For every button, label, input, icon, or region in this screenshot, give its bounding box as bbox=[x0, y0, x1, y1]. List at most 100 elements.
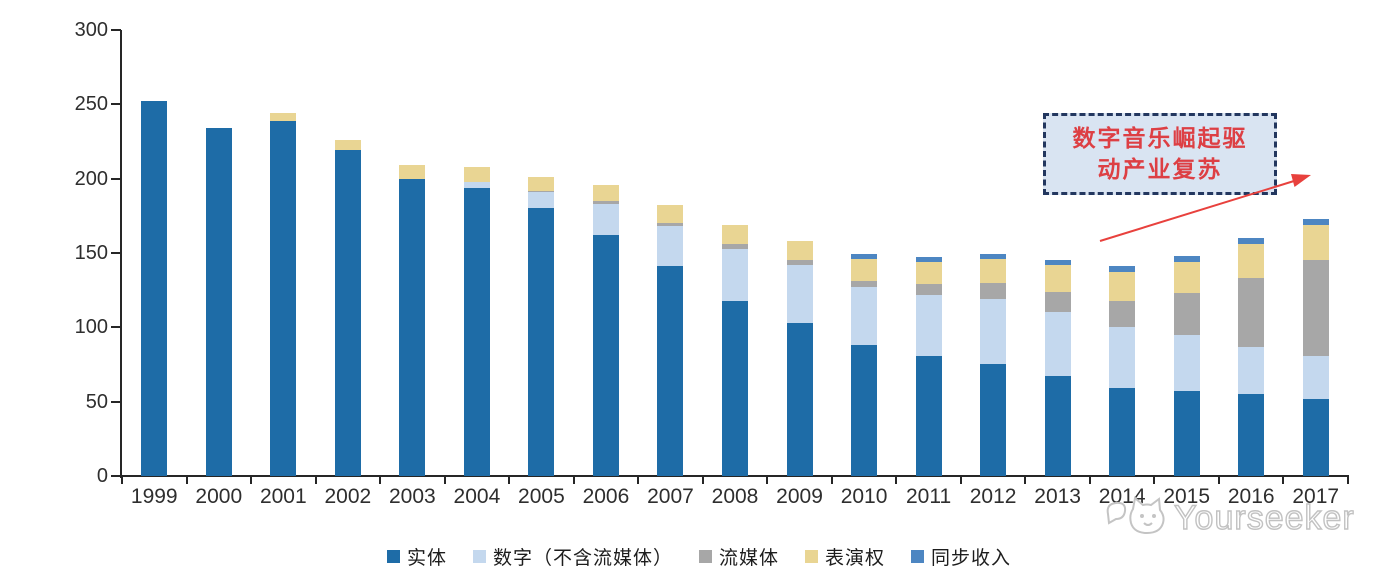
bar-segment bbox=[334, 150, 361, 476]
bar-segment bbox=[205, 128, 232, 476]
legend-label: 实体 bbox=[406, 548, 447, 569]
x-tick-label: 2001 bbox=[259, 485, 307, 508]
y-tick-mark bbox=[111, 400, 121, 403]
bar-segment bbox=[1044, 376, 1071, 476]
cat-logo-icon bbox=[1106, 496, 1165, 535]
y-tick-label: 300 bbox=[74, 19, 108, 41]
x-tick-label: 2009 bbox=[776, 485, 823, 508]
bar-segment bbox=[528, 208, 555, 476]
bar-segment bbox=[915, 294, 942, 356]
bar-segment bbox=[141, 101, 168, 476]
x-tick-mark bbox=[121, 476, 123, 484]
x-tick-mark bbox=[637, 476, 640, 484]
legend-marker-icon bbox=[386, 550, 400, 563]
bar-2002 bbox=[334, 140, 361, 476]
bar-segment bbox=[1044, 260, 1071, 265]
x-tick-label: 2011 bbox=[905, 485, 952, 508]
bar-segment bbox=[1302, 398, 1329, 476]
bar-2017 bbox=[1302, 218, 1329, 476]
chart-legend: 实体 数字（不含流媒体） 流媒体 表演权 同步收入 bbox=[0, 543, 1398, 570]
bar-segment bbox=[1173, 334, 1200, 392]
bar-segment bbox=[528, 190, 555, 193]
y-tick-label: 200 bbox=[74, 167, 108, 190]
bar-segment bbox=[592, 184, 619, 201]
x-tick-label: 2006 bbox=[582, 485, 630, 508]
bar-segment bbox=[1302, 218, 1329, 225]
x-tick-label: 2017 bbox=[1292, 485, 1340, 508]
bar-segment bbox=[851, 254, 878, 259]
watermark: Yourseeker bbox=[1104, 492, 1355, 544]
bar-segment bbox=[851, 287, 878, 346]
x-tick-mark bbox=[508, 476, 511, 484]
bar-segment bbox=[851, 281, 878, 288]
x-tick-label: 2000 bbox=[195, 485, 243, 508]
y-tick-label: 0 bbox=[96, 465, 108, 487]
x-tick-label: 2003 bbox=[389, 485, 436, 508]
bar-2007 bbox=[657, 205, 684, 476]
annotation-text-line2: 动产业复苏 bbox=[1097, 156, 1223, 182]
bar-2000 bbox=[205, 128, 232, 476]
bar-segment bbox=[399, 165, 426, 179]
bar-segment bbox=[851, 345, 878, 476]
legend-item: 同步收入 bbox=[911, 543, 1011, 570]
watermark-text: Yourseeker bbox=[1173, 498, 1355, 537]
bar-segment bbox=[722, 300, 748, 476]
y-tick-label: 50 bbox=[85, 390, 108, 413]
bar-2016 bbox=[1238, 238, 1265, 476]
x-tick-label: 2007 bbox=[647, 485, 694, 508]
y-tick-mark bbox=[111, 326, 121, 329]
bar-segment bbox=[1173, 391, 1200, 476]
x-tick-mark bbox=[1153, 476, 1156, 484]
legend-marker-icon bbox=[472, 550, 486, 563]
x-tick-label: 2010 bbox=[840, 485, 888, 508]
x-tick-mark bbox=[1024, 476, 1027, 484]
bar-segment bbox=[915, 355, 942, 476]
bar-segment bbox=[1238, 244, 1265, 279]
y-tick-mark bbox=[111, 177, 121, 180]
bar-segment bbox=[786, 260, 813, 265]
bar-2010 bbox=[851, 254, 878, 476]
x-tick-mark bbox=[379, 476, 382, 484]
x-tick-label: 1999 bbox=[130, 485, 178, 508]
bar-segment bbox=[1044, 264, 1071, 292]
bar-segment bbox=[528, 192, 555, 209]
x-tick-label: 2002 bbox=[324, 485, 372, 508]
bar-2011 bbox=[915, 257, 942, 476]
bar-segment bbox=[1302, 260, 1329, 356]
y-tick-label: 250 bbox=[74, 93, 108, 116]
bar-segment bbox=[915, 261, 942, 285]
bar-segment bbox=[1109, 272, 1136, 301]
x-tick-mark bbox=[1088, 476, 1091, 484]
legend-item: 数字（不含流媒体） bbox=[472, 543, 673, 570]
bar-segment bbox=[657, 205, 684, 224]
bar-segment bbox=[657, 226, 684, 267]
bar-2008 bbox=[722, 224, 748, 476]
bar-segment bbox=[463, 181, 490, 188]
bar-segment bbox=[1173, 293, 1200, 335]
bar-segment bbox=[1109, 327, 1136, 389]
bar-2001 bbox=[270, 113, 297, 476]
bar-segment bbox=[592, 235, 619, 476]
bar-segment bbox=[1109, 388, 1136, 476]
legend-item: 实体 bbox=[386, 543, 447, 570]
bar-segment bbox=[1109, 266, 1136, 273]
bar-2009 bbox=[786, 241, 813, 476]
bar-segment bbox=[1302, 355, 1329, 399]
y-tick-label: 100 bbox=[74, 316, 108, 339]
bar-segment bbox=[463, 187, 490, 476]
bar-segment bbox=[528, 177, 555, 191]
x-tick-label: 2012 bbox=[969, 485, 1017, 508]
bar-2003 bbox=[399, 165, 426, 476]
legend-label: 同步收入 bbox=[931, 548, 1012, 569]
bar-segment bbox=[657, 223, 684, 227]
bar-segment bbox=[980, 258, 1007, 283]
bar-segment bbox=[1238, 394, 1265, 476]
bar-2015 bbox=[1173, 255, 1200, 476]
bar-segment bbox=[657, 266, 684, 476]
bar-segment bbox=[1173, 261, 1200, 294]
bar-segment bbox=[1173, 255, 1200, 262]
bar-segment bbox=[980, 282, 1007, 300]
bar-segment bbox=[851, 258, 878, 282]
legend-label: 数字（不含流媒体） bbox=[492, 548, 673, 569]
x-tick-mark bbox=[959, 476, 962, 484]
